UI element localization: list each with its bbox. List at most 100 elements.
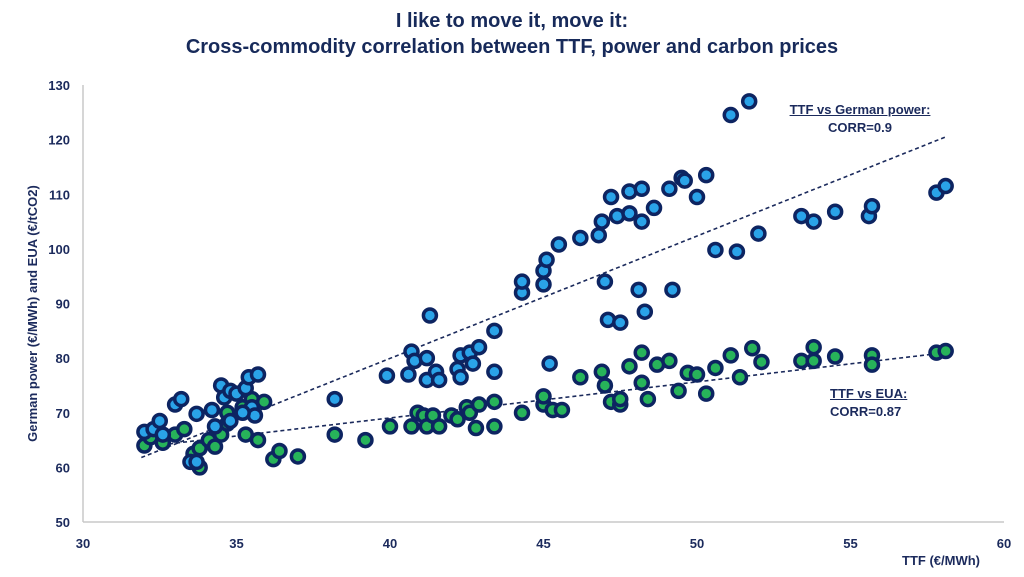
eua-data-point: [722, 347, 740, 364]
eua-data-point: [572, 368, 589, 386]
power-data-point: [486, 322, 503, 340]
power-data-point: [203, 401, 221, 419]
power-data-point: [550, 236, 568, 253]
y-tick-label: 70: [56, 406, 70, 421]
y-axis-label: German power (€/MWh) and EUA (€/tCO2): [25, 185, 40, 442]
eua-data-point: [513, 404, 531, 421]
power-annotation-corr: CORR=0.9: [828, 120, 892, 135]
power-data-point: [538, 251, 555, 269]
power-correlation-annotation: TTF vs German power: CORR=0.9: [770, 101, 950, 137]
power-data-point: [697, 166, 715, 184]
chart-title-line2: Cross-commodity correlation between TTF,…: [185, 36, 839, 58]
power-data-point: [206, 418, 224, 435]
power-data-point: [418, 349, 436, 367]
y-tick-label: 130: [48, 78, 70, 93]
x-tick-label: 30: [76, 536, 90, 551]
power-data-point: [636, 303, 654, 320]
eua-data-point: [430, 418, 448, 435]
eua-data-point: [612, 390, 629, 408]
power-data-point: [590, 226, 608, 244]
eua-data-point: [639, 390, 657, 408]
eua-data-point: [633, 344, 650, 361]
power-data-point: [188, 405, 205, 423]
y-tick-label: 110: [49, 187, 70, 202]
power-data-point: [326, 390, 343, 408]
eua-data-point: [863, 356, 881, 373]
power-data-point: [633, 180, 650, 198]
power-data-point: [513, 273, 531, 290]
eua-data-point: [357, 431, 374, 449]
power-data-point: [688, 188, 706, 206]
eua-data-point: [633, 374, 650, 391]
power-data-point: [630, 281, 647, 299]
power-data-point: [750, 225, 767, 242]
power-data-point: [593, 213, 611, 230]
axes: 50 60 70 80 90 100 110 120 130 30 35 40 45 50 55 60 TTF …: [25, 78, 1011, 568]
power-data-point: [430, 371, 448, 389]
power-data-point: [452, 368, 469, 386]
eua-data-point: [805, 338, 822, 356]
eua-data-point: [486, 418, 503, 435]
power-data-point: [535, 276, 552, 293]
eua-data-point: [707, 359, 724, 377]
x-tick-label: 50: [690, 536, 704, 551]
x-tick-label: 55: [843, 536, 857, 551]
eua-correlation-annotation: TTF vs EUA: CORR=0.87: [830, 385, 950, 421]
eua-data-point: [467, 419, 485, 437]
eua-data-point: [596, 377, 614, 394]
power-data-point: [661, 180, 678, 198]
eua-data-point: [805, 352, 822, 370]
power-data-point: [400, 366, 417, 383]
power-data-point: [541, 355, 558, 372]
power-data-point: [645, 199, 663, 217]
eua-data-point: [289, 448, 307, 465]
eua-data-point: [826, 348, 844, 365]
y-tick-label: 60: [56, 460, 70, 475]
eua-data-point: [470, 396, 488, 413]
eua-data-point: [593, 363, 611, 381]
power-data-point: [486, 363, 503, 381]
eua-data-point: [249, 431, 267, 449]
x-tick-label: 35: [229, 536, 243, 551]
power-data-point: [151, 412, 168, 430]
eua-data-point: [271, 442, 288, 460]
power-data-point: [421, 307, 439, 324]
power-data-point: [937, 177, 954, 195]
eua-data-point: [731, 368, 749, 386]
power-data-point: [602, 188, 620, 206]
power-data-point: [596, 273, 614, 290]
eua-annotation-title: TTF vs EUA:: [830, 386, 908, 401]
eua-data-point: [381, 418, 399, 435]
x-tick-label: 60: [997, 536, 1011, 551]
power-data-point: [863, 198, 881, 215]
power-annotation-title: TTF vs German power:: [789, 102, 931, 117]
chart-title-line1: I like to move it, move it:: [395, 10, 629, 32]
power-data-point: [572, 229, 589, 247]
eua-data-point: [206, 438, 224, 455]
eua-data-point: [535, 388, 552, 405]
power-data-point: [826, 203, 844, 220]
eua-data-point: [326, 426, 343, 443]
power-data-point: [188, 453, 205, 471]
eua-data-point: [697, 385, 715, 402]
power-data-point: [464, 355, 482, 372]
power-data-point: [740, 93, 758, 110]
power-series: [136, 93, 954, 471]
eua-data-point: [553, 401, 571, 419]
power-data-point: [805, 213, 822, 230]
power-data-point: [378, 367, 396, 384]
x-tick-label: 45: [536, 536, 550, 551]
power-data-point: [172, 390, 190, 408]
eua-data-point: [670, 382, 687, 400]
power-data-point: [249, 366, 267, 383]
power-data-point: [676, 172, 693, 189]
power-data-point: [707, 241, 724, 259]
y-tick-label: 120: [48, 133, 70, 148]
eua-annotation-corr: CORR=0.87: [830, 404, 902, 419]
power-data-point: [728, 243, 746, 260]
eua-data-point: [403, 418, 420, 435]
eua-data-point: [744, 340, 761, 357]
eua-data-point: [176, 420, 193, 438]
x-tick-label: 40: [383, 536, 397, 551]
